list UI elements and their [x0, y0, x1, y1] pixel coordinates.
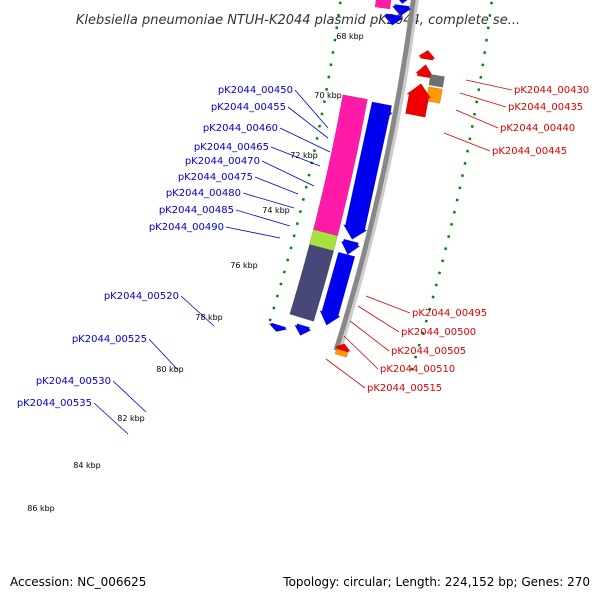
label-pK2044_00485: pK2044_00485 [159, 205, 234, 216]
gene-labels: pK2044_00450 pK2044_00455 pK2044_00460 pK20… [17, 85, 589, 409]
label-leaders [93, 79, 513, 435]
label-pK2044_00495: pK2044_00495 [412, 308, 487, 319]
gene-18 [415, 64, 433, 79]
gene-13 [398, 0, 408, 4]
gene-32 [334, 348, 349, 358]
kbp-tick-label-2: 72 kbp [290, 151, 318, 160]
leader-pK2044_00495 [365, 295, 411, 314]
kbp-tick-label-1: 70 kbp [314, 91, 342, 100]
leader-pK2044_00470 [261, 160, 315, 187]
kbp-tick-label-3: 74 kbp [262, 206, 290, 215]
accession-text: Accession: NC_006625 [10, 575, 146, 589]
gene-17 [417, 49, 436, 61]
genome-summary: Topology: circular; Length: 224,152 bp; … [282, 575, 590, 589]
gene-15 [391, 4, 412, 17]
gene-14 [374, 0, 392, 10]
kbp-tick-label-5: 78 kbp [195, 313, 223, 322]
label-pK2044_00520: pK2044_00520 [104, 291, 179, 302]
gene-19 [428, 74, 445, 88]
gene-26 [340, 238, 361, 255]
label-pK2044_00505: pK2044_00505 [391, 346, 466, 357]
leader-pK2044_00525 [148, 338, 179, 371]
leader-pK2044_00505 [349, 320, 390, 352]
kbp-tick-label-0: 68 kbp [336, 32, 364, 41]
label-pK2044_00475: pK2044_00475 [178, 172, 253, 183]
label-pK2044_00525: pK2044_00525 [72, 334, 147, 345]
label-pK2044_00460: pK2044_00460 [203, 123, 278, 134]
kbp-tick-label-4: 76 kbp [230, 261, 258, 270]
leader-pK2044_00455 [287, 106, 329, 139]
label-pK2044_00530: pK2044_00530 [36, 376, 111, 387]
leader-pK2044_00490 [225, 226, 281, 239]
label-pK2044_00450: pK2044_00450 [218, 85, 293, 96]
gene-27 [289, 244, 334, 322]
leader-pK2044_00445 [443, 132, 491, 152]
backbone-arc [333, 0, 416, 352]
label-pK2044_00480: pK2044_00480 [166, 188, 241, 199]
gene-23 [342, 101, 392, 240]
leader-pK2044_00480 [242, 192, 295, 209]
label-pK2044_00445: pK2044_00445 [492, 146, 567, 157]
backbone-shadow [338, 0, 419, 353]
label-pK2044_00535: pK2044_00535 [17, 398, 92, 409]
label-pK2044_00430: pK2044_00430 [514, 85, 589, 96]
backbone [333, 0, 419, 353]
gene-30 [294, 323, 312, 336]
label-pK2044_00440: pK2044_00440 [500, 123, 575, 134]
kbp-tick-labels: 68 kbp 70 kbp 72 kbp 74 kbp 76 kbp 78 kbp 80 k… [27, 32, 364, 513]
kbp-tick-label-8: 84 kbp [73, 461, 101, 470]
leader-pK2044_00530 [112, 380, 147, 413]
gene-29 [268, 322, 289, 332]
leader-pK2044_00500 [357, 305, 400, 333]
gene-28 [319, 251, 356, 326]
leader-pK2044_00515 [325, 358, 366, 389]
leader-pK2044_00485 [235, 209, 291, 227]
label-pK2044_00435: pK2044_00435 [508, 102, 583, 113]
leader-pK2044_00460 [279, 127, 331, 153]
leader-pK2044_00450 [294, 89, 329, 129]
map-title: Klebsiella pneumoniae NTUH-K2044 plasmid… [76, 13, 520, 28]
kbp-tick-label-6: 80 kbp [156, 365, 184, 374]
label-pK2044_00500: pK2044_00500 [401, 327, 476, 338]
leader-pK2044_00435 [459, 92, 507, 108]
gene-16 [383, 13, 404, 26]
gene-21 [405, 83, 432, 118]
label-pK2044_00515: pK2044_00515 [367, 383, 442, 394]
leader-pK2044_00520 [180, 295, 215, 327]
leader-pK2044_00465 [270, 146, 321, 167]
kbp-tick-label-9: 86 kbp [27, 504, 55, 513]
gene-24 [373, 106, 393, 124]
gene-track [268, 0, 445, 358]
label-pK2044_00455: pK2044_00455 [211, 102, 286, 113]
kbp-tick-label-7: 82 kbp [117, 414, 145, 423]
leader-pK2044_00535 [93, 402, 129, 435]
label-pK2044_00470: pK2044_00470 [185, 156, 260, 167]
label-pK2044_00510: pK2044_00510 [380, 364, 455, 375]
leader-pK2044_00475 [254, 176, 299, 195]
label-pK2044_00490: pK2044_00490 [149, 222, 224, 233]
label-pK2044_00465: pK2044_00465 [194, 142, 269, 153]
leader-pK2044_00440 [455, 109, 499, 129]
leader-pK2044_00510 [343, 335, 379, 370]
leader-pK2044_00430 [465, 79, 513, 91]
